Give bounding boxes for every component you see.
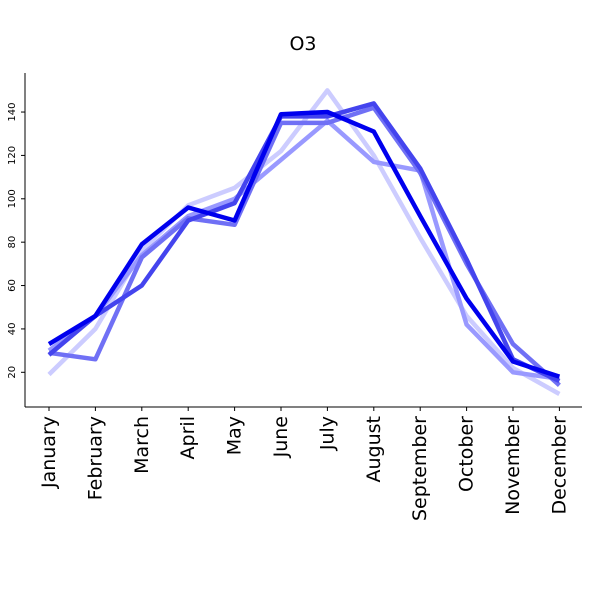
x-tick-label: July	[316, 416, 338, 451]
y-tick-label: 20	[7, 366, 18, 379]
series-line-5	[47, 109, 561, 379]
x-tick-label: December	[548, 416, 570, 515]
x-tick-label: June	[270, 416, 292, 458]
x-tick-label: September	[409, 416, 431, 521]
y-ticks: 20 40 60 80 100 120 140	[7, 102, 25, 379]
y-tick-label: 140	[7, 102, 18, 121]
x-tick-label: October	[456, 416, 478, 492]
x-tick-label: January	[38, 416, 60, 489]
x-tick-label: March	[131, 416, 153, 474]
series-line-4	[47, 101, 561, 384]
y-tick-label: 120	[7, 146, 18, 165]
series-line-1	[47, 88, 561, 396]
y-tick-label: 40	[7, 323, 18, 336]
x-tick-label: April	[177, 416, 199, 459]
x-tick-label: February	[84, 416, 106, 500]
y-tick-label: 80	[7, 236, 18, 249]
chart-title: O3	[289, 33, 316, 55]
x-tick-label: November	[502, 416, 524, 515]
x-ticks: January February March April May June July Augu…	[38, 407, 570, 521]
series-line-2	[47, 118, 560, 382]
x-tick-label: May	[224, 416, 246, 455]
y-tick-label: 60	[7, 279, 18, 292]
x-tick-label: August	[363, 416, 385, 483]
series-lines	[47, 88, 561, 396]
y-tick-label: 100	[7, 189, 18, 208]
